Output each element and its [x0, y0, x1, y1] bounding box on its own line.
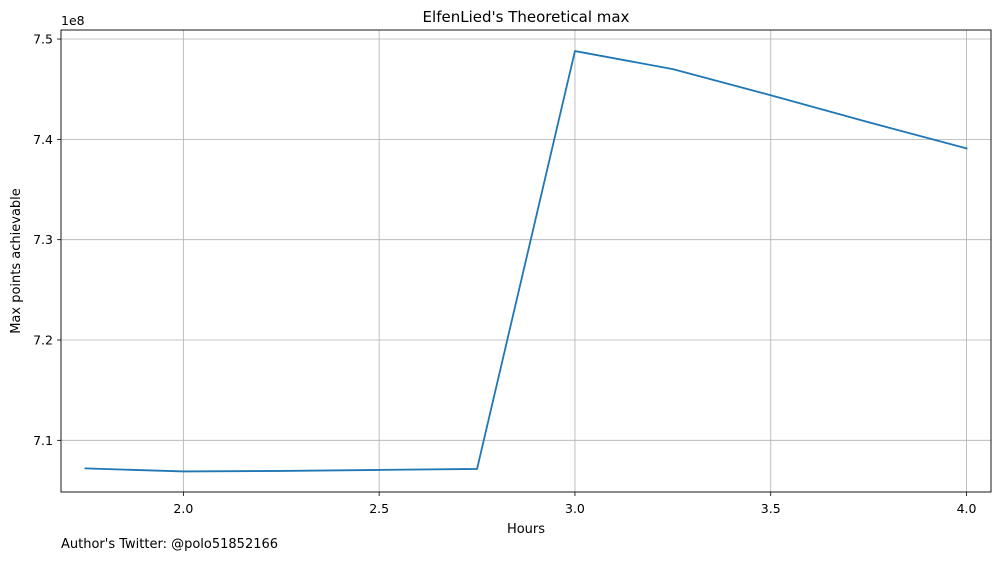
y-axis-label: Max points achievable	[9, 188, 24, 334]
y-tick-label: 7.4	[33, 132, 53, 147]
y-tick-label: 7.3	[33, 232, 53, 247]
x-tick-label: 3.0	[565, 501, 585, 516]
x-axis-label: Hours	[507, 522, 545, 537]
y-tick-label: 7.5	[33, 32, 53, 47]
series-line	[84, 50, 968, 473]
author-footnote: Author's Twitter: @polo51852166	[61, 537, 279, 552]
chart-title: ElfenLied's Theoretical max	[423, 8, 630, 26]
ticks: 2.0 2.5 3.0 3.5 4.0 7.1 7.2 7.3 7.4 7.5	[33, 32, 976, 516]
x-tick-label: 2.0	[173, 501, 193, 516]
x-tick-label: 2.5	[369, 501, 389, 516]
axes	[60, 29, 992, 493]
x-tick-label: 3.5	[761, 501, 781, 516]
series-layer	[84, 50, 968, 473]
grid	[61, 30, 991, 492]
x-tick-label: 4.0	[957, 501, 977, 516]
y-tick-label: 7.2	[33, 333, 53, 348]
y-tick-label: 7.1	[33, 433, 53, 448]
y-offset-text: 1e8	[61, 13, 85, 28]
plot-frame	[60, 29, 992, 493]
